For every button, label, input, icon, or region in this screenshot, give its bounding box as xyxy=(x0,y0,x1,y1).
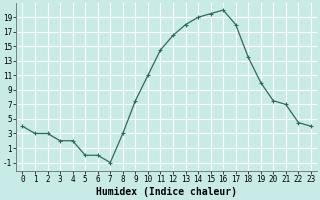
X-axis label: Humidex (Indice chaleur): Humidex (Indice chaleur) xyxy=(96,187,237,197)
